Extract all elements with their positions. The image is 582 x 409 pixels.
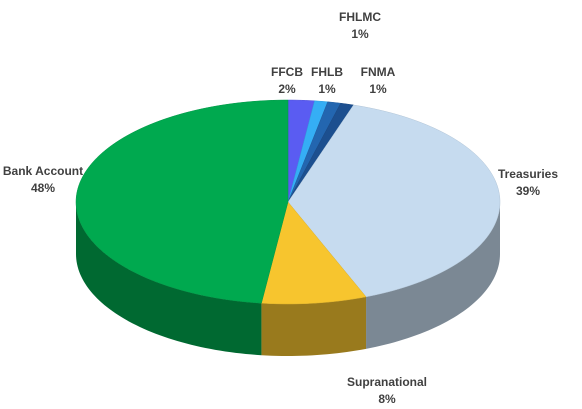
- slice-label-name: FHLB: [311, 65, 343, 79]
- slice-label-name: FNMA: [361, 65, 396, 79]
- slice-side: [261, 296, 367, 356]
- slice-label-value: 8%: [378, 392, 396, 406]
- slice: [287, 104, 501, 298]
- slice-side: [366, 202, 500, 349]
- slice-label-value: 1%: [351, 27, 369, 41]
- slice-label-value: 1%: [369, 82, 387, 96]
- slice-label-name: FFCB: [271, 65, 303, 79]
- slice-label-name: FHLMC: [339, 10, 381, 24]
- slice-label-name: Bank Account: [3, 164, 83, 178]
- slice-label-value: 48%: [31, 181, 55, 195]
- slice-sides: [76, 202, 500, 356]
- slice: [75, 99, 289, 304]
- slice-label-name: Supranational: [347, 375, 427, 389]
- slice: [261, 201, 367, 305]
- slice-side: [76, 202, 262, 356]
- slice-tops: [75, 99, 501, 305]
- slice-label-name: Treasuries: [498, 167, 558, 181]
- slice-label-value: 2%: [278, 82, 296, 96]
- slice-label-value: 39%: [516, 184, 540, 198]
- slice-label-value: 1%: [318, 82, 336, 96]
